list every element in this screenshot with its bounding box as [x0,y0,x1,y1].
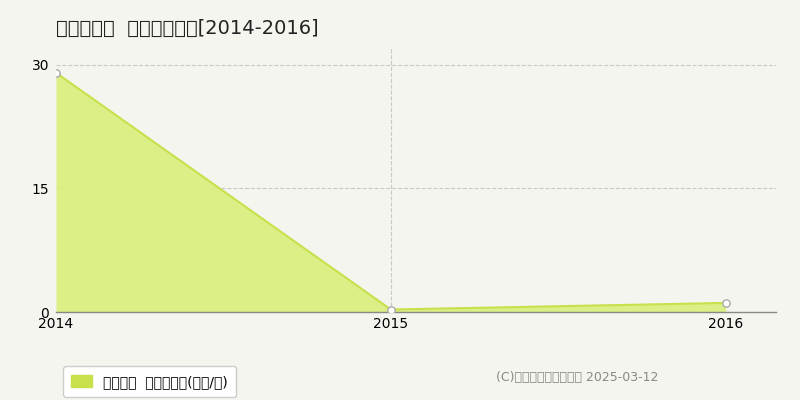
Point [385,306,398,313]
Text: 磐田市敷地  住宅価格推移[2014-2016]: 磐田市敷地 住宅価格推移[2014-2016] [56,19,318,38]
Text: (C)土地価格ドットコム 2025-03-12: (C)土地価格ドットコム 2025-03-12 [496,371,658,384]
Point [50,70,62,76]
Point [719,300,732,306]
Legend: 住宅価格  平均坪単価(万円/坪): 住宅価格 平均坪単価(万円/坪) [63,366,236,397]
